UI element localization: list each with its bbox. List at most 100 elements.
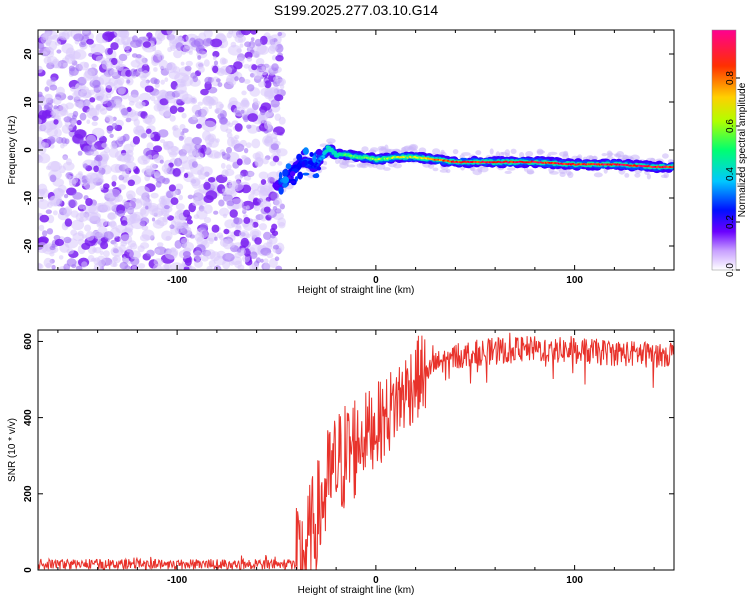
noise-blob — [182, 128, 189, 134]
noise-blob — [234, 260, 243, 269]
track-halo-blob — [383, 167, 391, 171]
noise-blob — [188, 266, 196, 270]
noise-blob — [67, 199, 78, 208]
noise-blob — [266, 133, 273, 139]
x-tick-label: 100 — [566, 575, 583, 586]
noise-blob — [182, 143, 192, 154]
noise-blob — [251, 230, 260, 238]
noise-blob — [191, 178, 201, 189]
noise-blob — [70, 56, 75, 62]
noise-blob — [217, 82, 223, 88]
colorbar-gradient — [712, 30, 736, 270]
noise-blob — [110, 246, 124, 257]
noise-blob — [197, 169, 203, 176]
noise-blob — [38, 153, 51, 164]
noise-blob — [260, 102, 272, 111]
noise-blob — [91, 159, 99, 167]
track-segment — [314, 163, 318, 166]
noise-blob — [108, 221, 112, 227]
noise-blob — [251, 263, 259, 270]
noise-blob — [43, 257, 53, 268]
noise-blob — [38, 110, 48, 121]
noise-blob — [122, 199, 127, 204]
noise-blob — [120, 240, 127, 247]
noise-blob — [168, 70, 180, 80]
track-halo-blob — [613, 153, 619, 157]
track-halo-blob — [519, 152, 525, 159]
noise-blob — [229, 209, 238, 218]
noise-blob — [238, 230, 250, 240]
track-segment — [331, 150, 334, 153]
noise-blob — [244, 51, 253, 59]
noise-blob — [263, 263, 271, 270]
noise-blob — [233, 61, 243, 70]
track-halo-blob — [346, 164, 356, 168]
noise-blob — [170, 146, 179, 152]
noise-blob — [164, 77, 169, 82]
track-onset-blob — [307, 160, 315, 166]
track-halo-blob — [432, 167, 439, 172]
noise-blob — [117, 136, 124, 141]
noise-blob — [259, 223, 267, 231]
noise-blob — [66, 258, 77, 267]
noise-blob — [63, 194, 69, 199]
noise-blob — [140, 217, 150, 225]
track-halo-blob — [504, 170, 512, 174]
noise-blob — [238, 76, 245, 83]
noise-blob — [167, 46, 173, 53]
noise-blob — [164, 205, 170, 210]
noise-blob — [139, 101, 146, 107]
noise-blob — [216, 78, 221, 83]
track-halo-blob — [506, 167, 516, 171]
noise-blob — [118, 184, 126, 191]
noise-blob — [50, 111, 55, 116]
noise-blob — [261, 118, 268, 124]
noise-blob — [140, 242, 150, 249]
noise-blob — [272, 155, 280, 163]
noise-blob — [193, 214, 200, 220]
noise-blob — [224, 219, 236, 229]
noise-blob — [159, 195, 166, 200]
noise-blob — [208, 237, 214, 245]
noise-blob — [127, 179, 135, 187]
noise-blob — [104, 81, 115, 89]
noise-blob — [118, 53, 128, 62]
noise-blob — [196, 123, 202, 129]
noise-blob — [109, 69, 119, 77]
noise-blob — [160, 79, 165, 85]
noise-blob — [270, 99, 280, 108]
noise-blob — [240, 237, 249, 248]
noise-blob — [230, 242, 235, 248]
noise-blob — [269, 43, 278, 52]
noise-blob — [274, 94, 284, 102]
noise-blob — [198, 66, 205, 73]
track-halo-blob — [393, 163, 402, 169]
noise-blob — [200, 166, 213, 177]
noise-blob — [249, 247, 255, 252]
noise-blob — [248, 171, 254, 177]
noise-blob — [240, 30, 252, 36]
noise-blob — [107, 47, 113, 55]
noise-blob — [203, 204, 213, 214]
noise-blob — [108, 188, 121, 199]
noise-blob — [145, 205, 149, 210]
noise-blob — [96, 173, 103, 179]
noise-blob — [277, 31, 283, 37]
noise-blob — [264, 138, 270, 144]
noise-blob — [111, 122, 118, 130]
noise-blob — [216, 232, 224, 239]
noise-blob — [277, 161, 283, 166]
noise-blob — [250, 183, 260, 192]
noise-blob — [127, 206, 135, 214]
noise-blob — [133, 118, 140, 127]
noise-blob — [252, 221, 259, 228]
noise-blob — [147, 133, 155, 139]
noise-blob — [193, 115, 198, 121]
noise-blob — [219, 238, 229, 247]
noise-blob — [166, 30, 176, 36]
noise-blob — [260, 179, 267, 185]
track-segment — [327, 146, 331, 149]
noise-blob — [174, 157, 183, 167]
noise-blob — [46, 127, 59, 137]
